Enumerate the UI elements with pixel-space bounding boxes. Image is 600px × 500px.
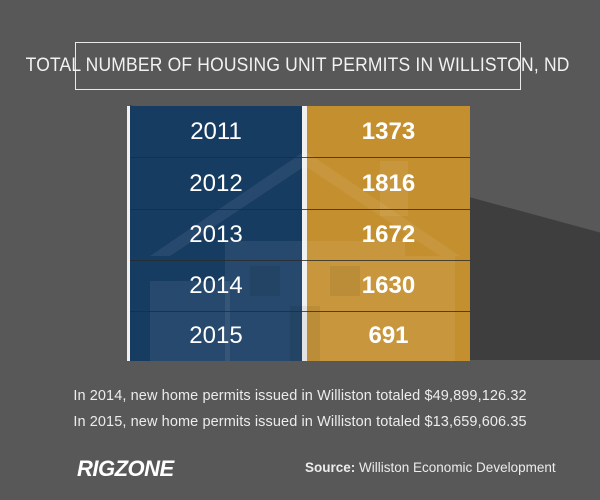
- column-divider: [302, 106, 307, 361]
- table-row: 2015 691: [130, 310, 470, 361]
- table-row: 2011 1373: [130, 106, 470, 157]
- source-line: Source: Williston Economic Development: [305, 460, 556, 475]
- source-label: Source:: [305, 460, 356, 475]
- year-cell: 2013: [189, 220, 243, 248]
- row-divider: [130, 311, 470, 312]
- table-row: 2014 1630: [130, 260, 470, 311]
- year-cell: 2011: [190, 117, 242, 145]
- row-divider: [130, 260, 470, 261]
- year-cell: 2012: [189, 169, 243, 197]
- value-cell: 1373: [361, 117, 416, 145]
- table-row: 2013 1672: [130, 209, 470, 260]
- table-left-edge: [127, 106, 130, 361]
- year-cell: 2015: [189, 321, 243, 349]
- value-cell: 691: [368, 321, 409, 349]
- value-cell: 1816: [361, 169, 416, 197]
- value-column: [307, 106, 470, 361]
- value-cell: 1672: [361, 220, 416, 248]
- year-column: [130, 106, 302, 361]
- note-2014: In 2014, new home permits issued in Will…: [73, 388, 527, 404]
- source-text: Williston Economic Development: [359, 460, 556, 475]
- value-cell: 1630: [361, 271, 416, 299]
- rigzone-logo: RIGZONE: [77, 456, 174, 481]
- table-row: 2012 1816: [130, 158, 470, 209]
- title-box: TOTAL NUMBER OF HOUSING UNIT PERMITS IN …: [26, 42, 570, 90]
- chart-title: TOTAL NUMBER OF HOUSING UNIT PERMITS IN …: [26, 55, 570, 76]
- row-divider: [130, 157, 470, 158]
- note-2015: In 2015, new home permits issued in Will…: [73, 414, 527, 430]
- permits-table: 2011 1373 2012 1816 2013 1672 2014 1630 …: [127, 106, 470, 361]
- year-cell: 2014: [189, 271, 243, 299]
- row-divider: [130, 209, 470, 210]
